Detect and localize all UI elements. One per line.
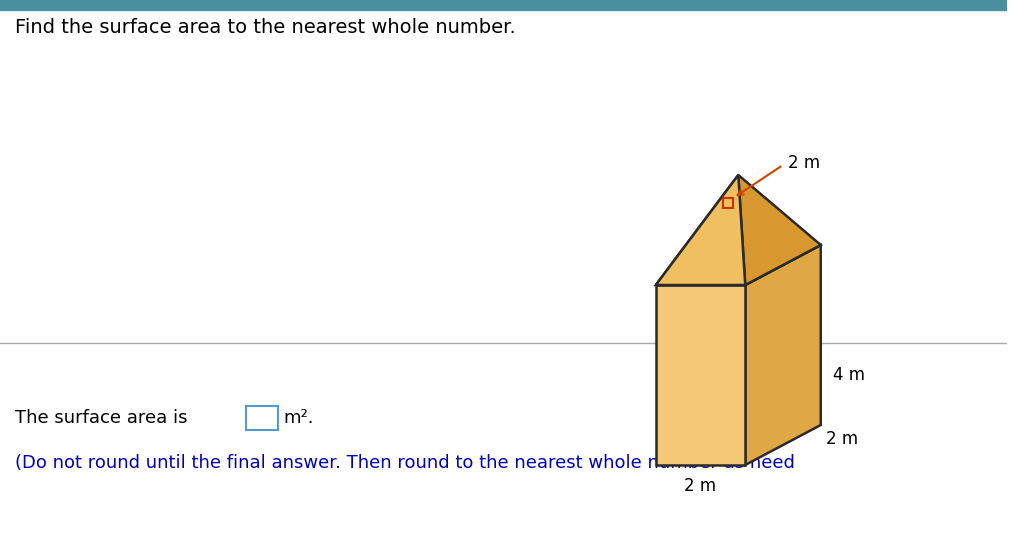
Polygon shape (655, 245, 821, 285)
Polygon shape (655, 175, 746, 285)
Polygon shape (738, 175, 821, 285)
Bar (246, 406, 279, 430)
Text: The surface area is: The surface area is (15, 409, 187, 427)
Bar (723, 198, 733, 208)
Text: 2 m: 2 m (826, 430, 858, 448)
Text: m².: m². (284, 409, 314, 427)
Text: 4 m: 4 m (833, 366, 865, 384)
Text: 2 m: 2 m (788, 154, 821, 172)
Text: (Do not round until the final answer. Then round to the nearest whole number as : (Do not round until the final answer. Th… (15, 454, 795, 472)
Polygon shape (746, 245, 821, 465)
Polygon shape (655, 285, 746, 465)
Bar (0, 0, 1007, 10)
Text: Find the surface area to the nearest whole number.: Find the surface area to the nearest who… (15, 18, 516, 37)
Text: 2 m: 2 m (685, 477, 716, 495)
Polygon shape (655, 175, 738, 285)
